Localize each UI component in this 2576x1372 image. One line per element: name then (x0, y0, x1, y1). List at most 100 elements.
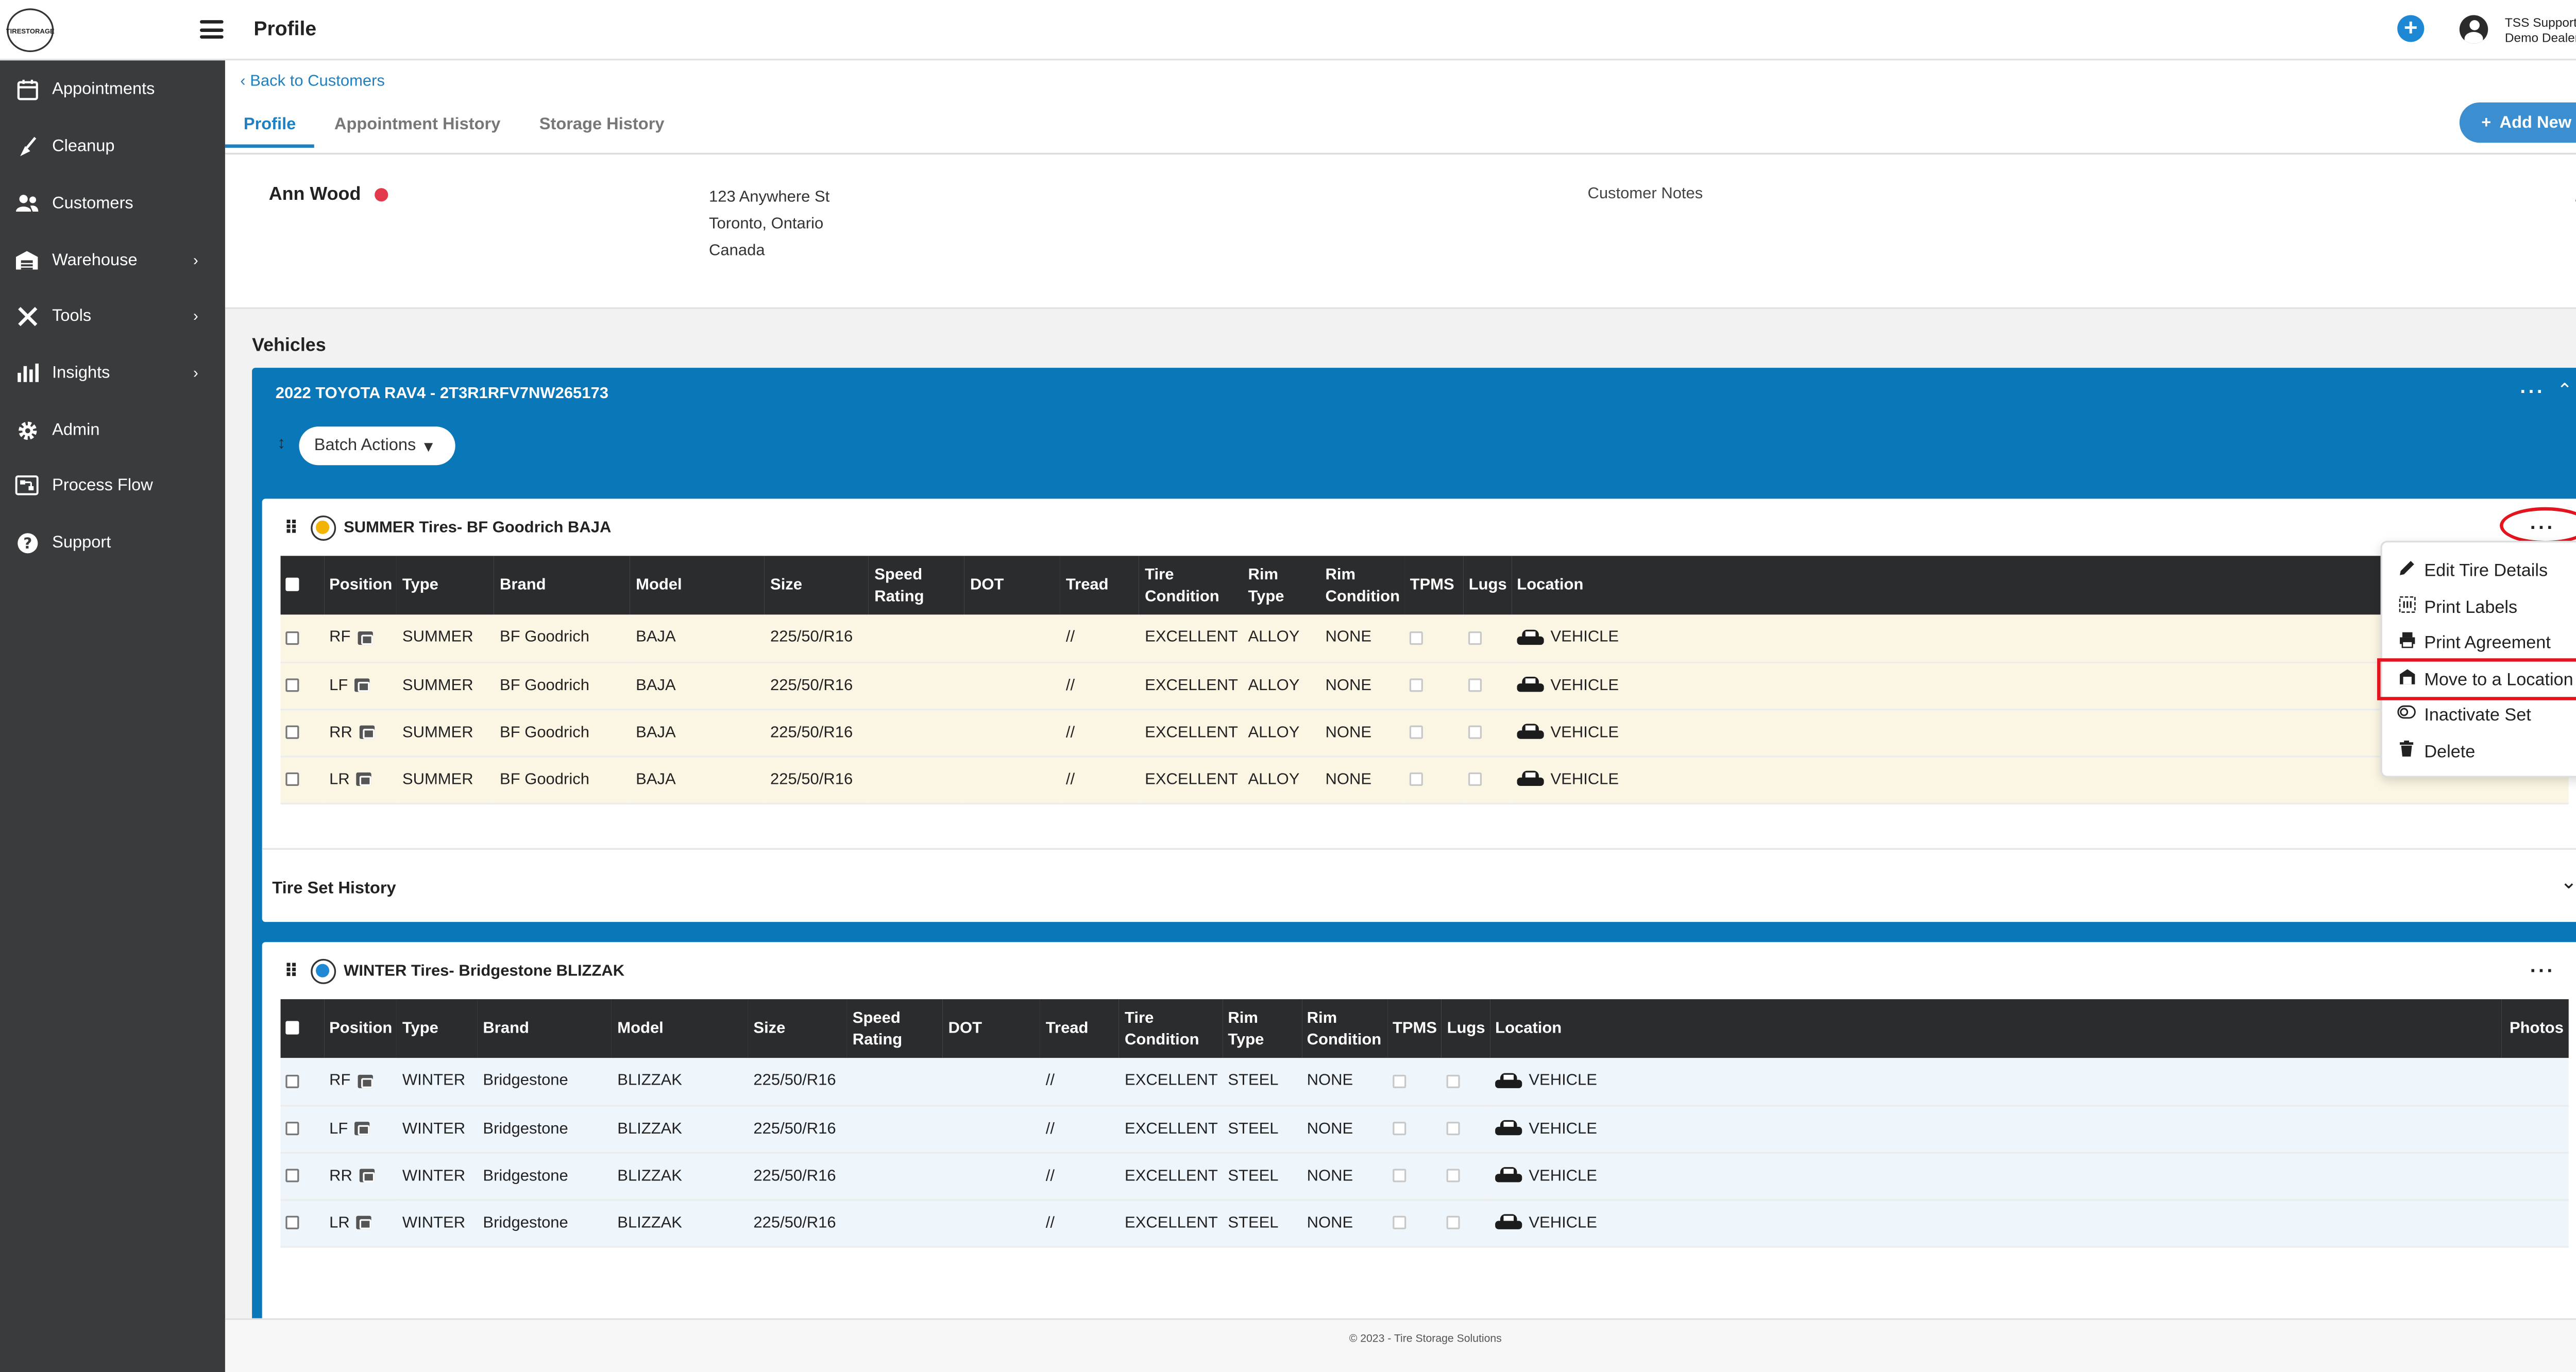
tpms-checkbox[interactable] (1392, 1074, 1406, 1088)
lugs-checkbox[interactable] (1447, 1122, 1461, 1136)
tire-set-more-options-icon[interactable]: ··· (2530, 958, 2555, 983)
row-checkbox[interactable] (285, 678, 299, 692)
col-header[interactable]: TPMS (1387, 999, 1442, 1058)
tpms-checkbox[interactable] (1392, 1122, 1406, 1136)
menu-item-move-to-location[interactable]: Move to a Location (2382, 662, 2576, 697)
col-header[interactable]: Rim Type (1223, 999, 1302, 1058)
col-header[interactable]: Location (1490, 999, 2502, 1058)
tpms-checkbox[interactable] (1410, 678, 1423, 692)
tpms-checkbox[interactable] (1410, 725, 1423, 739)
chevron-up-icon[interactable]: ⌃ (2556, 381, 2572, 402)
sidebar-item-admin[interactable]: Admin (0, 406, 225, 453)
row-checkbox[interactable] (285, 1074, 299, 1088)
quick-add-icon[interactable]: + (2397, 14, 2425, 42)
edit-pencil-icon[interactable] (2574, 185, 2576, 209)
col-header[interactable]: Model (612, 999, 749, 1058)
col-header[interactable]: Tread (1061, 556, 1140, 615)
menu-item-inactivate-set[interactable]: Inactivate Set (2382, 697, 2576, 732)
table-row[interactable]: RR SUMMER BF Goodrich BAJA 225/50/R16 //… (280, 709, 2569, 757)
col-header[interactable]: DOT (965, 556, 1061, 615)
row-checkbox[interactable] (285, 1215, 299, 1229)
sidebar-item-insights[interactable]: Insights › (0, 349, 225, 396)
row-checkbox[interactable] (285, 1169, 299, 1182)
table-row[interactable]: LF WINTER Bridgestone BLIZZAK 225/50/R16… (280, 1105, 2569, 1153)
tire-image-icon[interactable] (359, 1169, 375, 1182)
lugs-checkbox[interactable] (1468, 631, 1482, 645)
col-header[interactable]: Position (324, 556, 398, 615)
col-header[interactable]: Rim Condition (1301, 999, 1388, 1058)
sidebar-item-tools[interactable]: Tools › (0, 292, 225, 339)
tire-image-icon[interactable] (357, 1074, 372, 1088)
menu-item-edit-tire-details[interactable]: Edit Tire Details (2382, 553, 2576, 588)
tire-set-history-row[interactable]: Tire Set History ⌄ (262, 848, 2576, 922)
col-header[interactable]: Speed Rating (848, 999, 943, 1058)
col-header[interactable]: Size (765, 556, 870, 615)
col-header[interactable]: Brand (478, 999, 613, 1058)
sidebar-item-customers[interactable]: Customers (0, 180, 225, 227)
table-row[interactable]: RF WINTER Bridgestone BLIZZAK 225/50/R16… (280, 1058, 2569, 1106)
tab-storage-history[interactable]: Storage History (539, 115, 665, 134)
col-header[interactable]: Lugs (1442, 999, 1490, 1058)
table-row[interactable]: LR WINTER Bridgestone BLIZZAK 225/50/R16… (280, 1199, 2569, 1247)
tpms-checkbox[interactable] (1392, 1215, 1406, 1229)
drag-handle-icon[interactable]: ⠿ (284, 518, 298, 539)
tire-image-icon[interactable] (354, 1122, 370, 1136)
lugs-checkbox[interactable] (1447, 1215, 1461, 1229)
sidebar-item-support[interactable]: ? Support (0, 519, 225, 566)
company-logo[interactable]: TIRESTORAGE (6, 8, 55, 53)
row-checkbox[interactable] (285, 772, 299, 786)
tpms-checkbox[interactable] (1410, 772, 1423, 786)
user-info[interactable]: TSS Support Demo Dealer (11) (2505, 15, 2576, 45)
row-checkbox[interactable] (285, 725, 299, 739)
batch-actions-button[interactable]: Batch Actions ▼ (299, 426, 455, 466)
row-checkbox[interactable] (285, 631, 299, 645)
col-header-photos[interactable]: Photos (2501, 999, 2569, 1058)
tire-image-icon[interactable] (356, 772, 372, 786)
col-header[interactable]: Lugs (1463, 556, 1512, 615)
col-header[interactable]: Rim Condition (1320, 556, 1405, 615)
tire-image-icon[interactable] (354, 678, 370, 692)
sort-arrows-icon[interactable]: ↕ (277, 435, 286, 454)
col-header[interactable]: TPMS (1404, 556, 1464, 615)
lugs-checkbox[interactable] (1468, 678, 1482, 692)
row-checkbox[interactable] (285, 1122, 299, 1136)
add-new-button[interactable]: + Add New ▼ (2459, 102, 2576, 143)
col-header[interactable]: Tire Condition (1120, 999, 1223, 1058)
tire-image-icon[interactable] (357, 631, 372, 645)
tpms-checkbox[interactable] (1392, 1169, 1406, 1182)
select-all-checkbox[interactable] (285, 1022, 299, 1036)
lugs-checkbox[interactable] (1447, 1169, 1461, 1182)
user-avatar-icon[interactable] (2459, 15, 2488, 44)
drag-handle-icon[interactable]: ⠿ (284, 961, 298, 982)
tab-profile[interactable]: Profile (225, 116, 315, 148)
col-header[interactable]: Tire Condition (1140, 556, 1243, 615)
col-header[interactable]: Size (748, 999, 848, 1058)
col-header[interactable]: DOT (943, 999, 1041, 1058)
table-row[interactable]: RR WINTER Bridgestone BLIZZAK 225/50/R16… (280, 1152, 2569, 1200)
table-row[interactable]: LR SUMMER BF Goodrich BAJA 225/50/R16 //… (280, 756, 2569, 804)
sidebar-item-cleanup[interactable]: Cleanup (0, 123, 225, 169)
menu-item-print-agreement[interactable]: Print Agreement (2382, 625, 2576, 660)
select-all-checkbox[interactable] (285, 578, 299, 592)
col-header[interactable]: Position (324, 999, 398, 1058)
col-header[interactable]: Type (397, 556, 495, 615)
col-header[interactable]: Type (397, 999, 478, 1058)
tire-image-icon[interactable] (356, 1215, 372, 1229)
lugs-checkbox[interactable] (1468, 725, 1482, 739)
lugs-checkbox[interactable] (1447, 1074, 1461, 1088)
tpms-checkbox[interactable] (1410, 631, 1423, 645)
col-header[interactable]: Brand (495, 556, 631, 615)
col-header[interactable]: Tread (1041, 999, 1120, 1058)
col-header[interactable]: Model (631, 556, 766, 615)
col-header[interactable]: Rim Type (1243, 556, 1320, 615)
lugs-checkbox[interactable] (1468, 772, 1482, 786)
back-to-customers-link[interactable]: ‹ Back to Customers (240, 72, 385, 91)
table-row[interactable]: RF SUMMER BF Goodrich BAJA 225/50/R16 //… (280, 614, 2569, 663)
sidebar-item-process-flow[interactable]: Process Flow (0, 462, 225, 509)
table-row[interactable]: LF SUMMER BF Goodrich BAJA 225/50/R16 //… (280, 661, 2569, 710)
hamburger-menu-icon[interactable] (200, 20, 224, 39)
tab-appointment-history[interactable]: Appointment History (334, 115, 501, 134)
chevron-down-icon[interactable]: ⌄ (2560, 870, 2576, 894)
sidebar-item-appointments[interactable]: Appointments (0, 65, 225, 112)
menu-item-delete[interactable]: Delete (2382, 734, 2576, 769)
